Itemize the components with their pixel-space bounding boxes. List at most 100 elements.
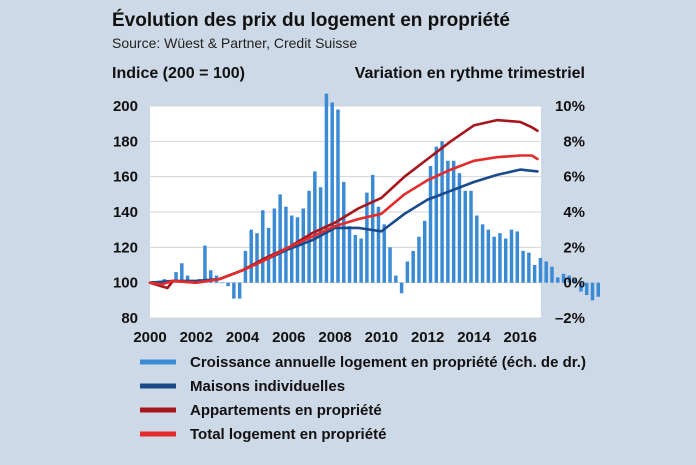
legend: Croissance annuelle logement en propriét… [140,354,586,443]
bar [498,233,502,283]
bar [376,206,381,283]
bar [596,282,600,297]
bar [503,238,508,283]
x-tick-label: 2014 [457,329,491,346]
bar [556,277,560,283]
bar [567,275,572,283]
right-tick-label: 0% [563,275,585,292]
left-axis-title: Indice (200 = 100) [112,65,245,82]
bar [515,231,520,283]
bar [261,210,265,283]
chart-subtitle: Source: Wüest & Partner, Credit Suisse [112,35,357,51]
left-tick-label: 100 [113,275,138,292]
left-tick-label: 120 [113,239,138,256]
series-line [148,154,539,286]
bar [463,190,467,283]
line-series [148,118,539,290]
bar [521,250,525,283]
right-axis-ticks: –2% 0% 2% 4% 6% 8% 10% [555,98,585,327]
bar [324,93,329,283]
bar [295,217,300,283]
x-tick-label: 2010 [365,329,398,346]
bar [411,250,415,283]
bar [405,261,410,283]
bar [255,233,259,283]
right-tick-label: –2% [555,310,585,327]
x-tick-label: 2004 [226,329,260,346]
x-tick-label: 2008 [318,329,351,346]
bar [457,173,462,283]
right-tick-label: 6% [563,169,585,186]
bar [428,166,433,283]
x-tick-label: 2016 [503,329,536,346]
x-tick-label: 2006 [272,329,305,346]
bar [278,194,282,283]
bar [550,266,554,283]
bar [480,224,485,283]
bar [561,273,566,283]
bar [342,181,346,283]
left-tick-label: 200 [113,98,138,115]
bar [180,263,184,283]
bar [237,282,242,299]
bar [232,282,236,299]
legend-label: Croissance annuelle logement en propriét… [190,354,586,371]
right-tick-label: 8% [563,133,585,150]
bar [336,109,340,283]
bar [399,282,404,294]
bar [313,171,317,283]
bar [451,160,456,283]
bar [220,282,225,284]
bar [573,279,577,283]
bar [509,229,514,283]
bar [579,282,583,292]
bar [486,229,491,283]
left-axis-ticks: 80 100 120 140 160 180 200 [113,98,138,327]
left-tick-label: 160 [113,169,138,186]
bar [544,261,548,283]
bar [388,247,392,283]
plot-area [148,93,600,319]
right-tick-label: 10% [555,98,585,115]
legend-label: Maisons individuelles [190,378,345,395]
bar [446,160,450,283]
bar [174,272,178,283]
bar [249,229,253,283]
legend-label: Total logement en propriété [190,426,386,443]
bar [359,238,363,283]
bar [469,190,473,283]
bar [394,275,398,283]
bar [226,282,230,287]
bar [492,236,496,283]
bar [590,282,595,301]
bar [423,220,427,283]
legend-label: Appartements en propriété [190,402,382,419]
x-tick-label: 2012 [411,329,444,346]
bar [272,208,277,283]
right-axis-title: Variation en rythme trimestriel [355,65,585,82]
left-tick-label: 180 [113,133,138,150]
bar [475,215,479,283]
bar [353,234,358,283]
bar [347,226,352,283]
bar [434,146,439,283]
bar [284,206,288,283]
left-tick-label: 80 [121,310,138,327]
bar [203,245,207,283]
bar [440,141,444,283]
x-axis-ticks: 2000 2002 2004 2006 2008 2010 2012 2014 2016 [133,329,537,346]
bar [365,192,369,283]
bar [382,224,386,283]
bar [243,250,248,283]
right-tick-label: 4% [563,204,585,221]
bar [527,252,531,283]
chart-title: Évolution des prix du logement en propri… [112,9,510,31]
bar [417,236,421,283]
bar [532,265,537,283]
bar [330,102,334,283]
bar [538,257,543,283]
bar [584,282,589,296]
right-tick-label: 2% [563,239,585,256]
bar [208,270,213,283]
